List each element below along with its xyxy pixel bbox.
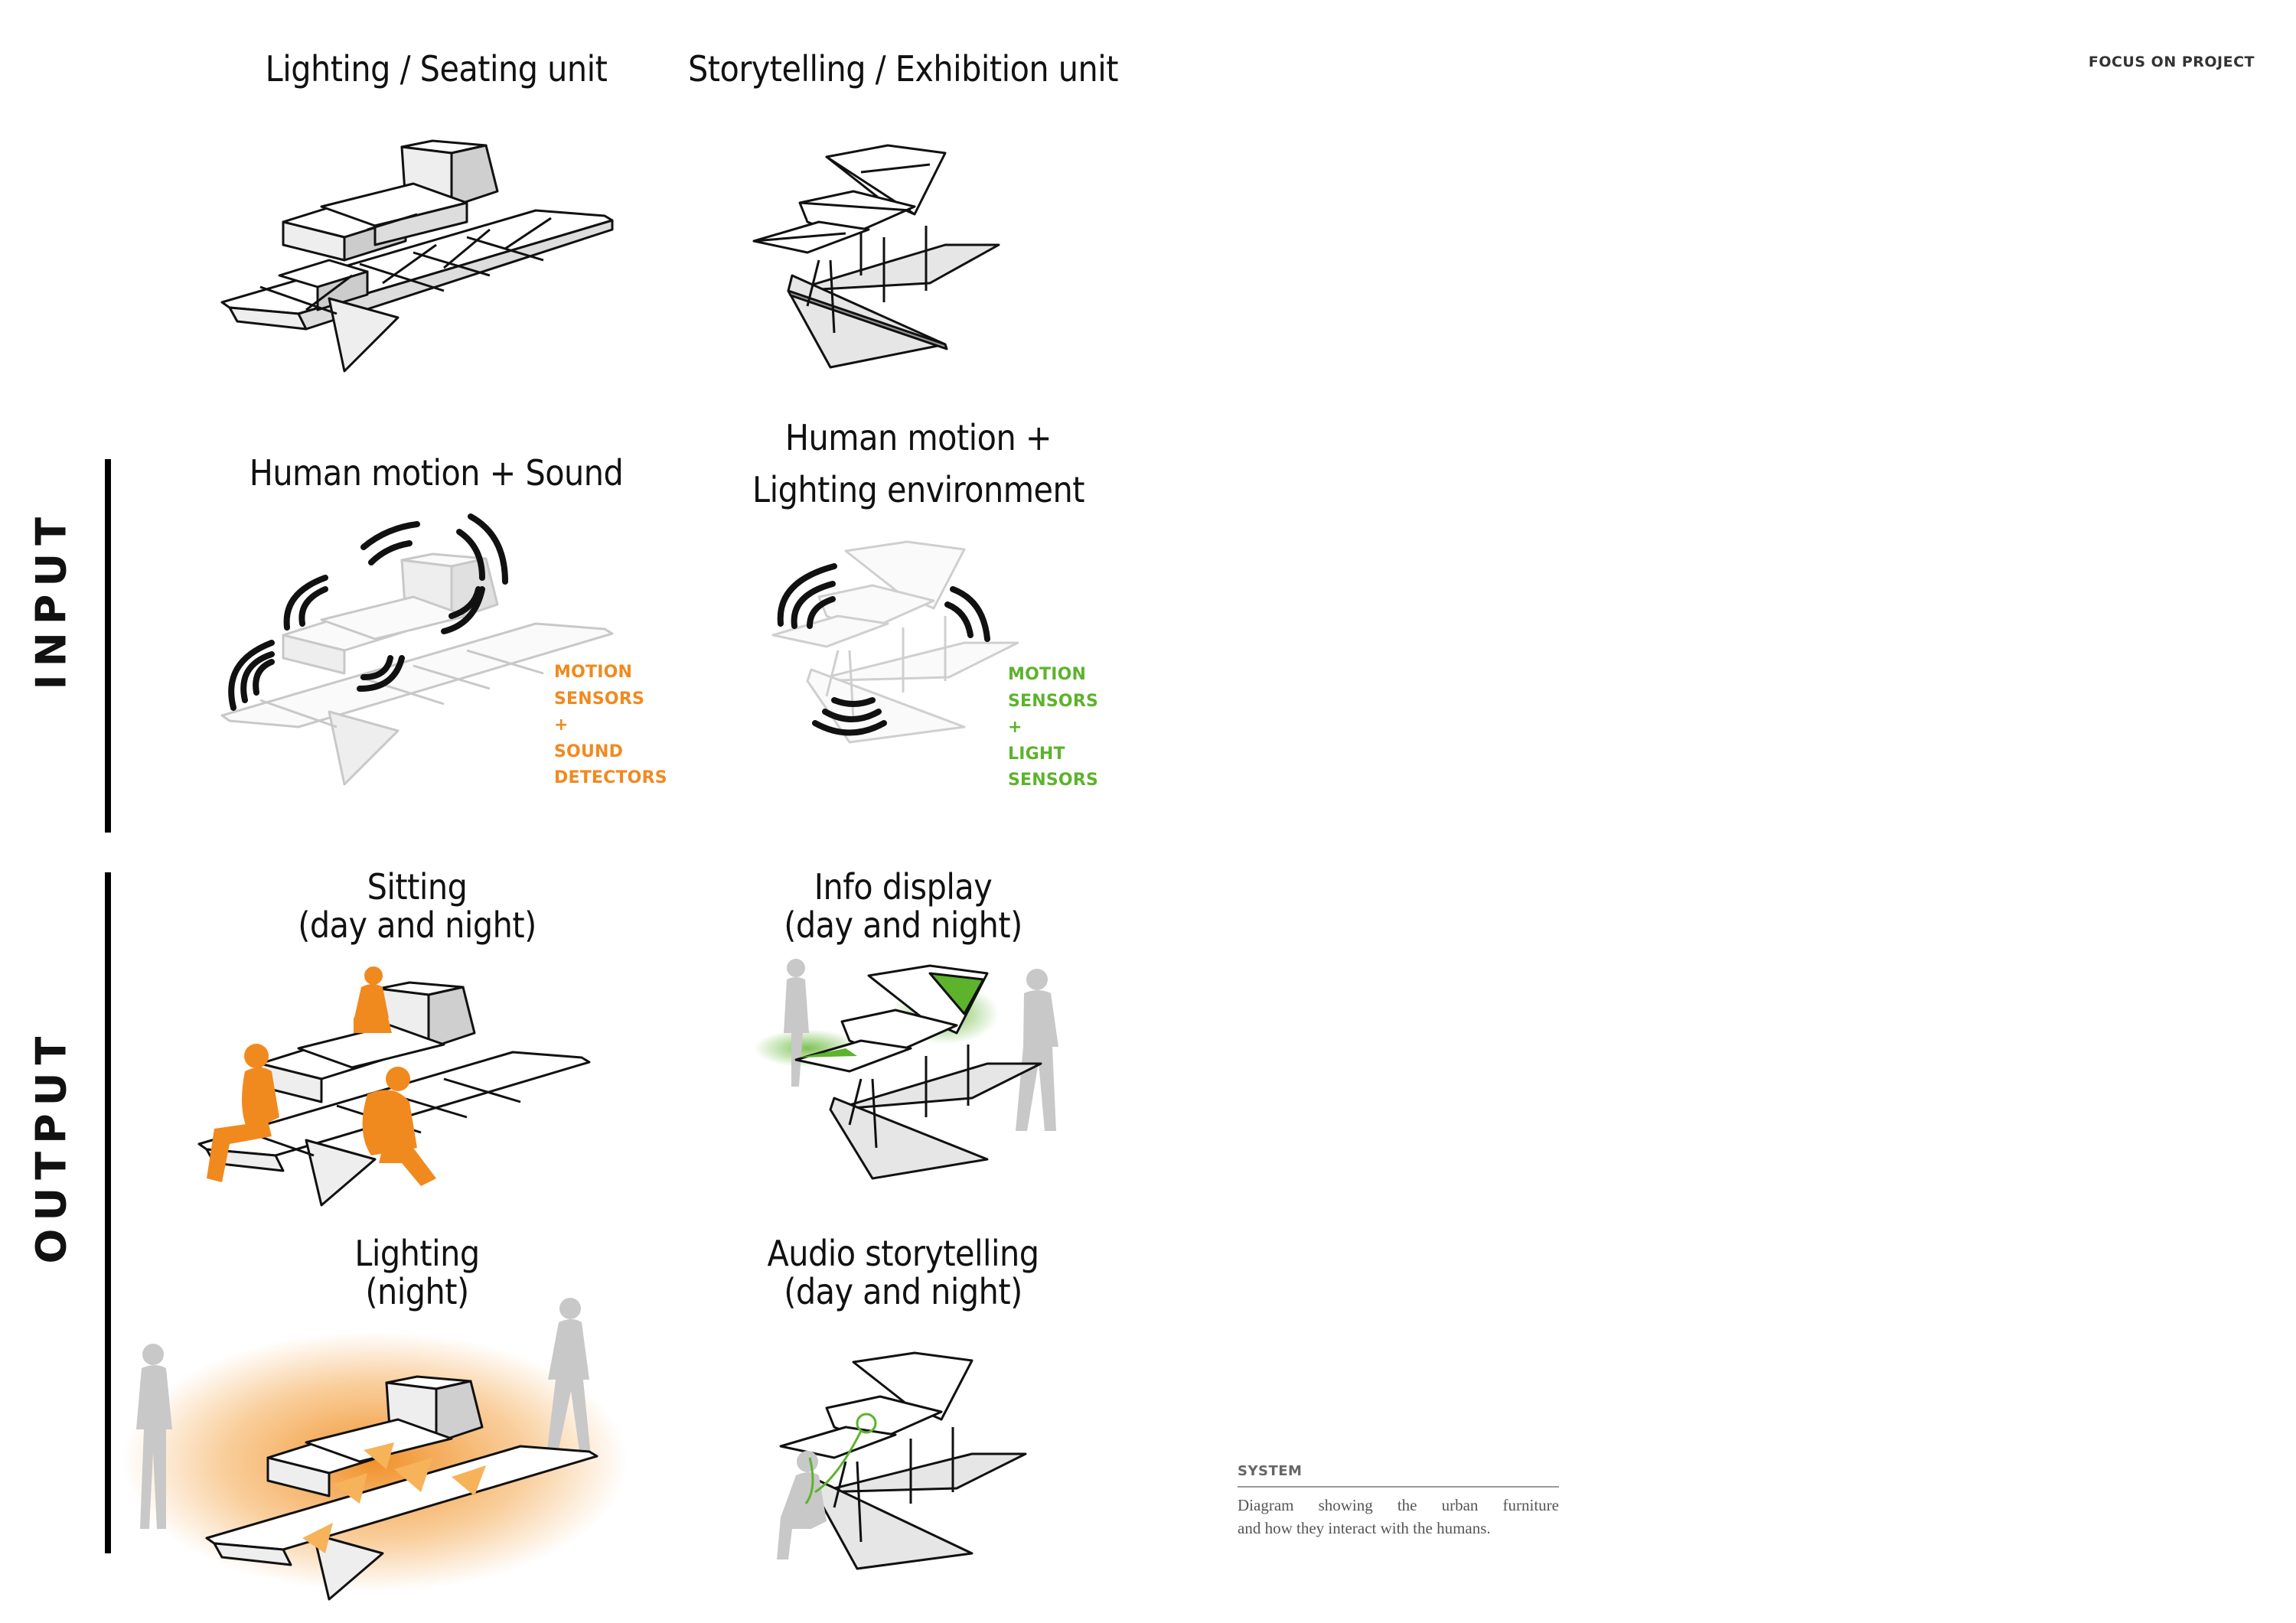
lighting-drawing xyxy=(122,1298,628,1601)
seating-unit-title: Lighting / Seating unit xyxy=(265,48,608,90)
seating-unit-drawing xyxy=(220,139,614,373)
audio-title-2: (day and night) xyxy=(784,1271,1022,1312)
output-label: OUTPUT xyxy=(27,1028,76,1264)
input-exhibition-title-1: Human motion + xyxy=(784,417,1052,458)
input-exhibition-title-2: Lighting environment xyxy=(752,469,1084,510)
sitting-drawing xyxy=(197,966,591,1207)
audio-storytelling-drawing xyxy=(777,1351,1027,1570)
sensor-line: SENSORS xyxy=(1008,771,1099,790)
sensor-line: LIGHT xyxy=(1008,744,1065,764)
input-bracket xyxy=(105,459,111,833)
lighting-title-2: (night) xyxy=(365,1271,469,1312)
output-bracket xyxy=(105,872,111,1553)
caption-title: SYSTEM xyxy=(1238,1463,1303,1479)
info-display-drawing xyxy=(754,959,1058,1180)
input-seating-drawing xyxy=(220,513,614,786)
exhibition-unit-title: Storytelling / Exhibition unit xyxy=(688,48,1118,90)
lighting-title-1: Lighting xyxy=(354,1233,480,1274)
sensor-line: + xyxy=(554,715,569,735)
sensor-line: DETECTORS xyxy=(554,768,667,787)
sitting-title-2: (day and night) xyxy=(298,904,536,946)
exhibition-unit-drawing xyxy=(752,144,1000,369)
sensor-line: SENSORS xyxy=(554,689,645,709)
sensor-line: MOTION xyxy=(554,663,633,682)
caption-divider xyxy=(1238,1486,1559,1488)
info-title-1: Info display xyxy=(814,866,993,908)
caption-text: Diagram showing the urban furniture and … xyxy=(1238,1494,1559,1540)
sensor-line: SENSORS xyxy=(1008,691,1099,711)
sensor-line: + xyxy=(1008,718,1022,737)
input-seating-title: Human motion + Sound xyxy=(249,452,624,494)
caption-line-2: and how they interact with the humans. xyxy=(1238,1519,1491,1537)
sensor-line: MOTION xyxy=(1008,665,1087,684)
sitting-title-1: Sitting xyxy=(367,866,468,908)
info-title-2: (day and night) xyxy=(784,904,1022,946)
exhibition-sensors-label: MOTION SENSORS + LIGHT SENSORS xyxy=(1008,662,1098,794)
focus-on-project-tag: FOCUS ON PROJECT xyxy=(2088,54,2255,70)
caption-line-1: Diagram showing the urban furniture xyxy=(1238,1496,1559,1514)
input-label: INPUT xyxy=(27,509,76,690)
sensor-line: SOUND xyxy=(554,741,624,761)
audio-title-1: Audio storytelling xyxy=(767,1233,1039,1274)
input-exhibition-drawing xyxy=(771,540,1019,744)
seating-sensors-label: MOTION SENSORS + SOUND DETECTORS xyxy=(554,660,667,792)
